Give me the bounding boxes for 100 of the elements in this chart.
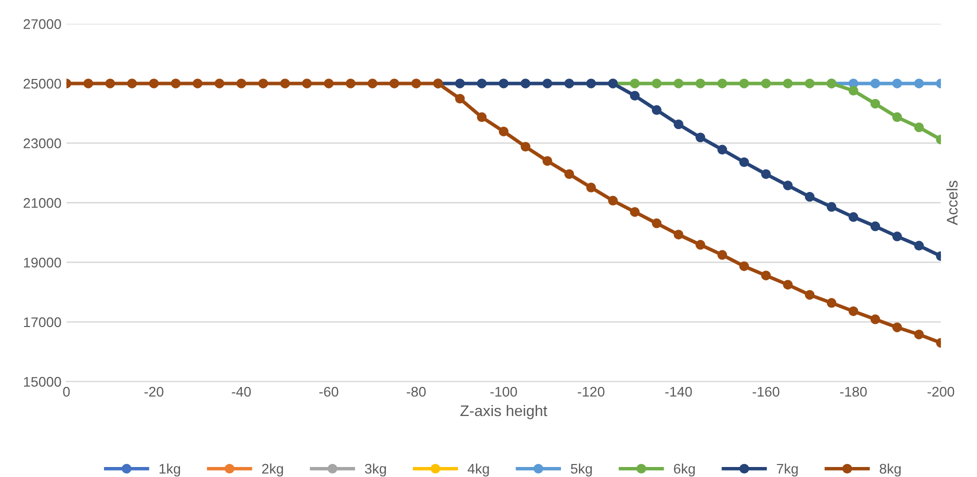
legend-label: 1kg [160,463,180,476]
y-tick-label: 17000 [24,317,62,328]
point [892,112,902,122]
point [892,322,902,332]
point [280,78,290,88]
point [542,78,552,88]
point [717,78,728,88]
point [630,90,640,101]
point [476,78,487,88]
point [586,78,596,88]
point [630,207,640,217]
point [652,78,662,88]
point [914,240,924,251]
x-tick-label: -100 [490,386,517,397]
point [739,78,749,88]
point [804,290,815,300]
point [848,306,858,316]
point [804,192,815,202]
x-tick-label: -140 [665,386,692,397]
x-tick-label: -120 [578,386,604,397]
legend-label: 7kg [776,463,798,476]
point [455,78,465,88]
legend-label: 3kg [364,463,386,476]
point [761,270,771,280]
point [914,78,924,88]
x-tick-label: -20 [144,386,164,397]
y-tick-label: 15000 [24,376,62,387]
point [914,330,924,340]
x-tick-label: -160 [752,386,780,397]
point [258,78,268,88]
point [696,240,706,250]
point [170,78,181,88]
point [870,78,880,88]
point [914,122,924,132]
point [739,157,749,168]
point [520,142,530,152]
point [302,78,312,88]
point [717,144,728,155]
x-axis-title: Z-axis height [460,404,548,420]
point [892,232,902,242]
point [870,221,880,232]
point [652,218,662,228]
x-tick-label: -180 [840,386,867,397]
y-tick-label: 25000 [24,78,62,89]
point [368,78,378,88]
y-axis-title: Accels [946,180,958,226]
point [870,98,880,109]
x-tick-label: -200 [928,386,954,397]
point [739,261,749,272]
point [761,78,771,88]
point [674,119,684,130]
point [520,78,530,88]
point [564,169,574,179]
point [608,196,618,206]
point [542,156,552,166]
point [411,78,422,88]
x-tick-label: -40 [232,386,251,397]
point [761,169,771,179]
point [127,78,137,88]
point [674,230,684,240]
point [674,78,684,88]
legend-label: 4kg [468,463,489,476]
point [214,78,224,88]
point [782,180,793,190]
point [149,78,159,88]
point [105,78,116,88]
point [83,78,94,88]
point [696,132,706,142]
legend-label: 5kg [570,463,592,476]
point [498,126,509,136]
point [346,78,356,88]
x-tick-label: 0 [63,386,70,397]
x-tick-label: -80 [406,386,426,397]
point [324,78,334,88]
point [826,298,836,308]
point [476,112,487,122]
point [498,78,509,88]
point [717,250,728,260]
legend-label: 2kg [262,463,283,476]
point [892,78,902,88]
point [782,78,793,88]
y-tick-label: 23000 [24,138,62,148]
y-tick-label: 19000 [24,258,62,268]
point [586,182,596,192]
point [389,78,400,88]
point [782,280,793,290]
point [696,78,706,88]
point [630,78,640,88]
point [455,94,465,104]
point [848,212,858,222]
point [236,78,246,88]
legend-label: 8kg [880,463,901,476]
point [192,78,202,88]
x-tick-label: -60 [319,386,338,397]
point [564,78,574,88]
point [870,314,880,324]
point [804,78,815,88]
legend-label: 6kg [674,463,695,476]
point [652,105,662,115]
y-tick-label: 27000 [24,19,62,30]
